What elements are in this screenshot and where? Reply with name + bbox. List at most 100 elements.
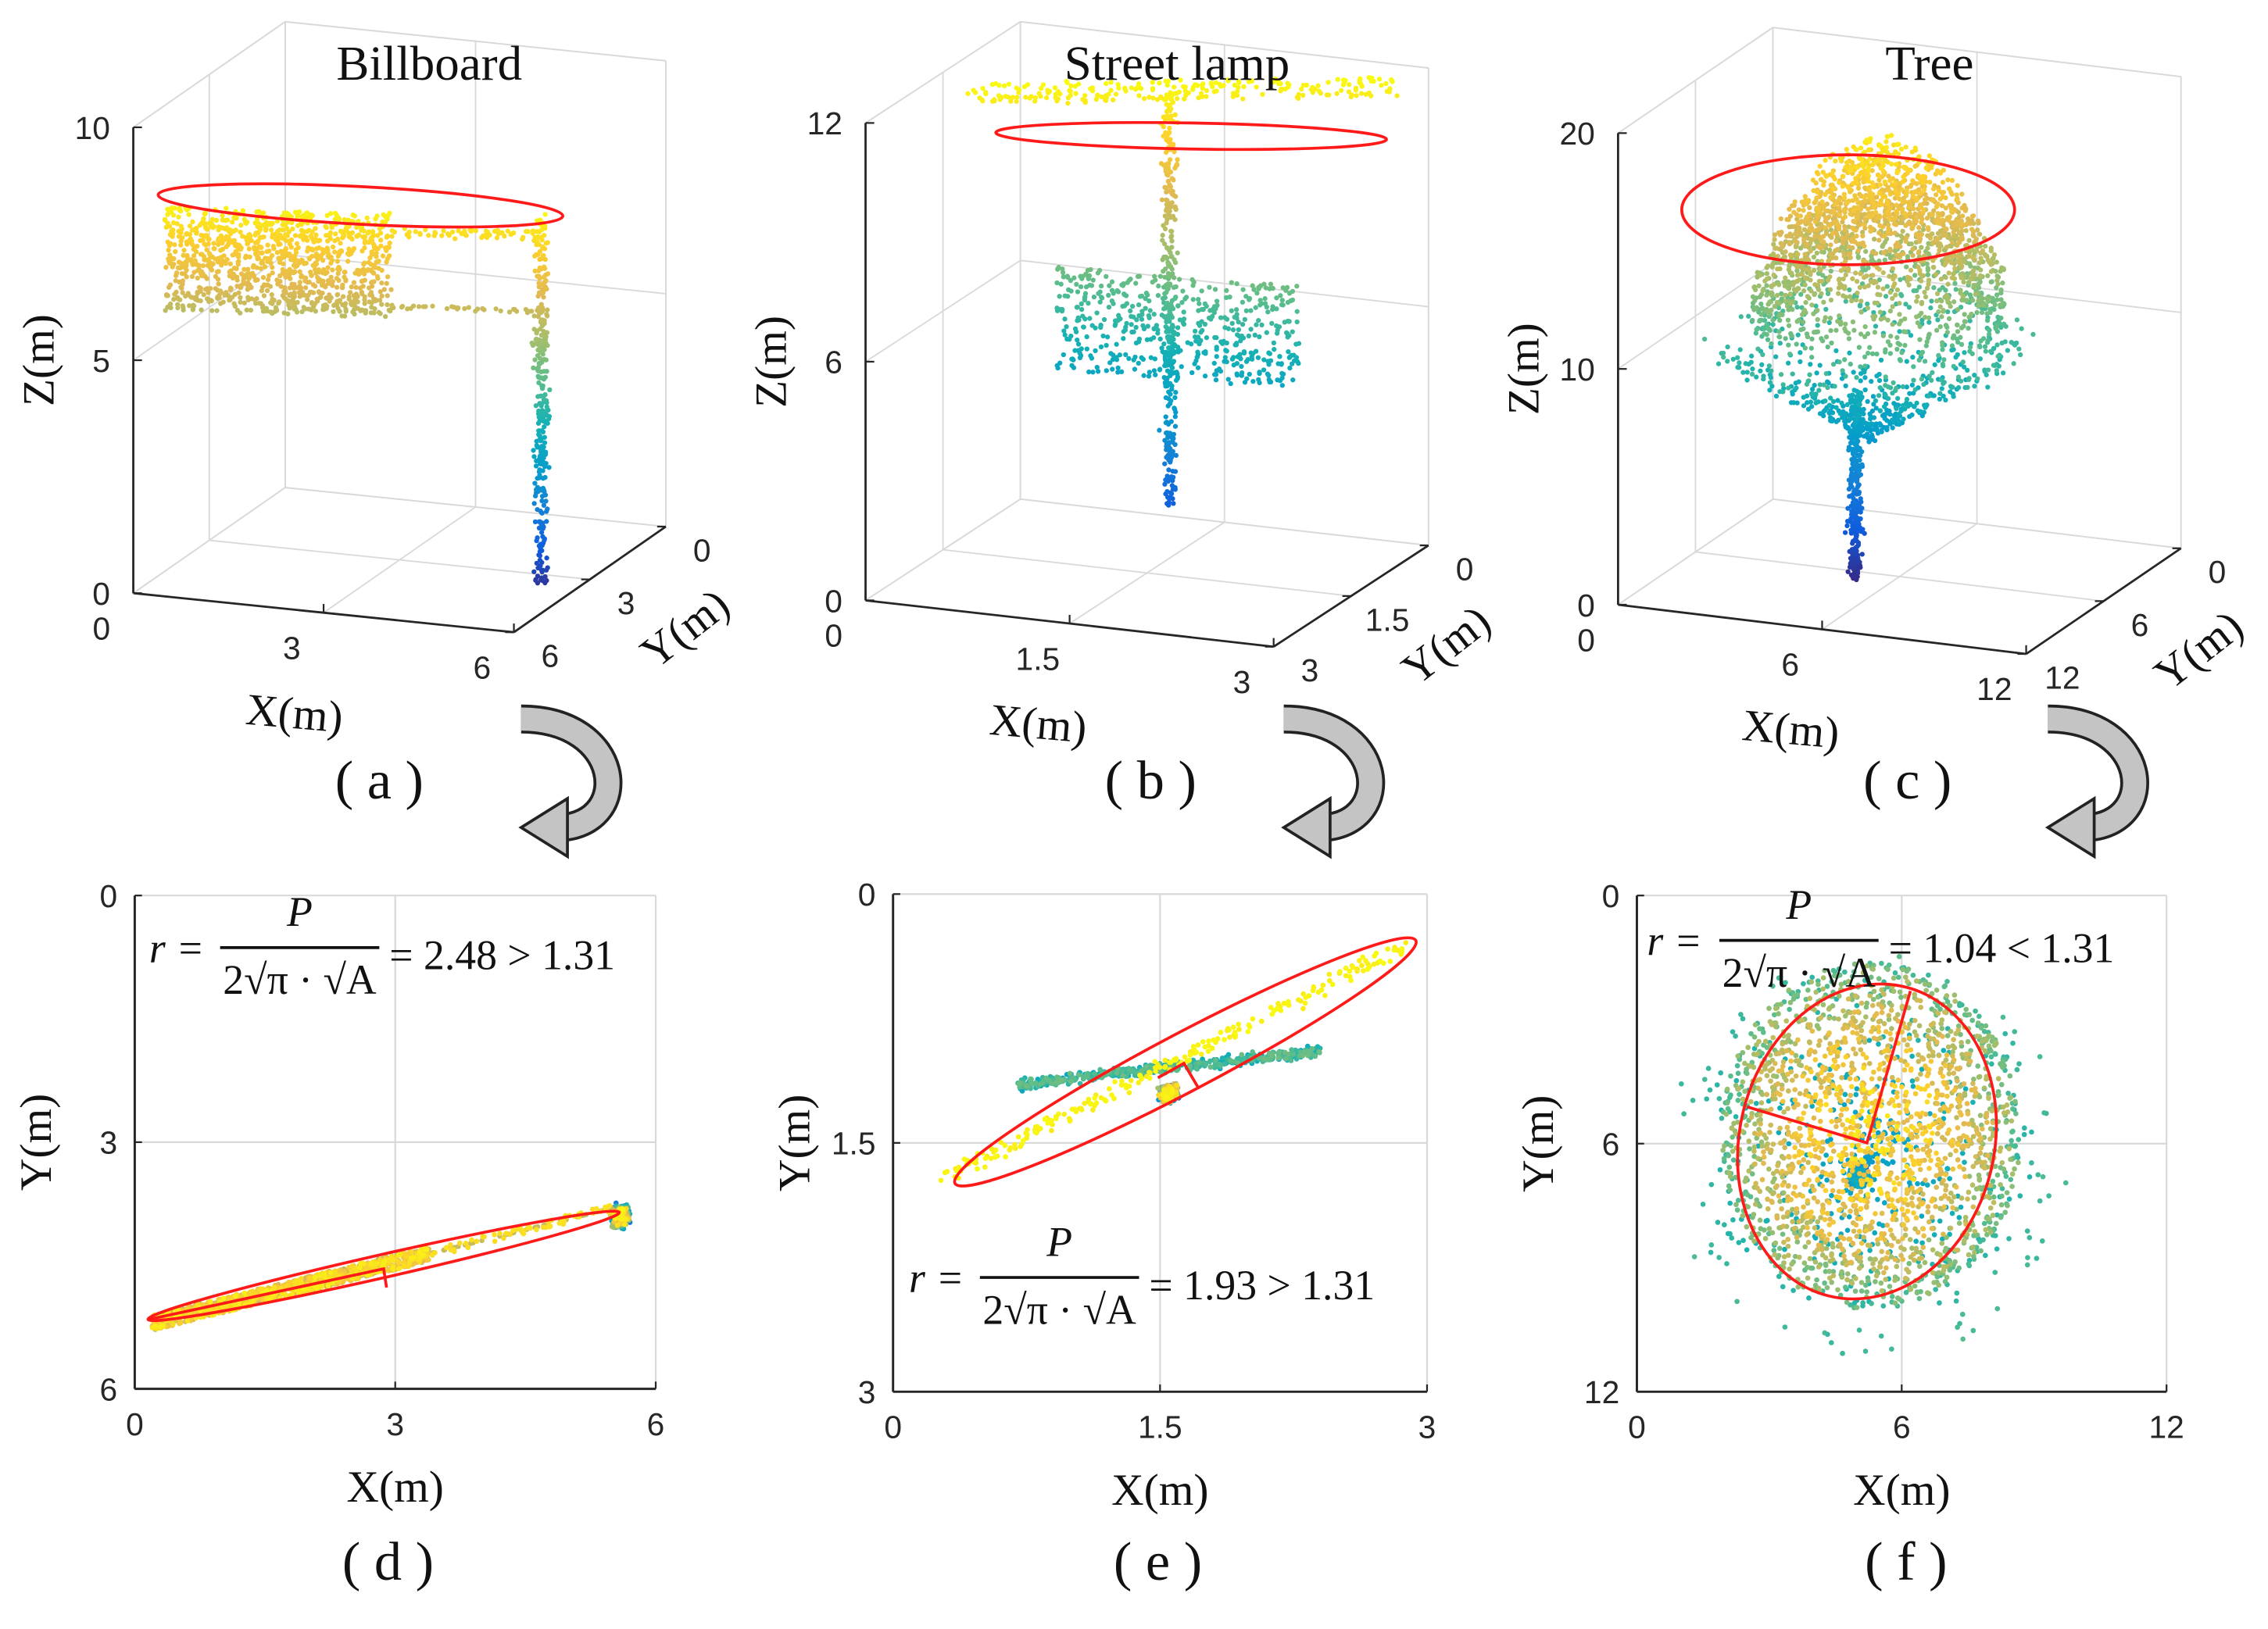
point (285, 311, 291, 316)
point (462, 305, 467, 312)
point (1164, 92, 1169, 98)
point (1887, 248, 1894, 254)
point (1801, 237, 1807, 242)
point (1992, 302, 1998, 308)
point (180, 278, 186, 284)
point (537, 467, 542, 473)
point (1976, 343, 1983, 348)
point (360, 266, 367, 272)
point (1796, 286, 1801, 291)
point (1922, 314, 1928, 320)
point (1909, 382, 1915, 388)
point (367, 299, 372, 305)
point (1979, 309, 1985, 316)
point (531, 448, 536, 453)
point (1778, 372, 1784, 377)
point (372, 296, 377, 302)
point (528, 309, 535, 314)
point (1862, 387, 1868, 393)
point (180, 290, 185, 295)
point (2030, 331, 2036, 338)
point (1998, 315, 2004, 321)
point (1955, 253, 1961, 259)
point (345, 217, 351, 223)
point (1897, 329, 1902, 334)
point (1950, 335, 1956, 341)
point (1246, 333, 1251, 339)
point (282, 290, 288, 295)
point (1918, 278, 1924, 284)
point (381, 287, 387, 292)
point (176, 259, 182, 265)
point (1151, 312, 1157, 317)
point (349, 284, 354, 290)
point (1296, 341, 1302, 346)
point (183, 259, 189, 265)
point (1903, 302, 1908, 307)
point (1202, 301, 1208, 307)
point (377, 298, 383, 303)
point (1091, 295, 1097, 300)
point (306, 279, 312, 285)
point (1279, 362, 1284, 367)
point (1145, 323, 1150, 329)
point (1803, 300, 1808, 305)
point (1865, 398, 1870, 404)
point (1110, 366, 1115, 372)
point (281, 295, 287, 301)
point (1358, 91, 1365, 96)
point (1136, 273, 1143, 279)
point (1777, 232, 1783, 238)
point (1207, 284, 1212, 290)
point (1366, 90, 1372, 96)
point (1250, 378, 1256, 384)
point (1216, 366, 1222, 372)
point (977, 95, 982, 101)
point (1279, 383, 1285, 388)
point (1904, 359, 1909, 364)
point (1881, 250, 1887, 255)
point (232, 291, 238, 297)
point (1839, 235, 1845, 241)
point (1769, 264, 1775, 270)
point (1358, 76, 1363, 81)
point (1248, 308, 1254, 313)
point (1222, 355, 1228, 360)
point (1139, 355, 1144, 360)
point (1262, 296, 1268, 302)
point (1877, 385, 1883, 391)
point (187, 303, 192, 309)
point (1168, 228, 1174, 234)
point (1830, 362, 1837, 367)
point (532, 357, 538, 363)
point (1809, 336, 1815, 341)
point (277, 273, 283, 279)
point (1924, 339, 1930, 345)
point (1256, 377, 1261, 383)
point (1801, 308, 1808, 313)
point (374, 250, 379, 256)
point (1230, 327, 1236, 333)
point (303, 260, 309, 266)
point (1157, 427, 1162, 433)
point (2000, 280, 2005, 286)
point (1253, 305, 1258, 310)
point (1776, 334, 1782, 340)
point (1894, 244, 1899, 249)
point (1859, 462, 1865, 467)
point (196, 284, 202, 291)
point (1862, 363, 1868, 369)
point (531, 569, 537, 574)
point (1845, 268, 1851, 273)
point (1072, 326, 1079, 332)
point (1867, 345, 1873, 350)
point (542, 440, 548, 445)
point (1141, 373, 1147, 378)
point (353, 284, 359, 290)
point (297, 284, 302, 289)
point (287, 266, 292, 272)
point (1106, 304, 1112, 310)
point (178, 242, 184, 248)
point (231, 301, 237, 306)
point (531, 313, 537, 319)
